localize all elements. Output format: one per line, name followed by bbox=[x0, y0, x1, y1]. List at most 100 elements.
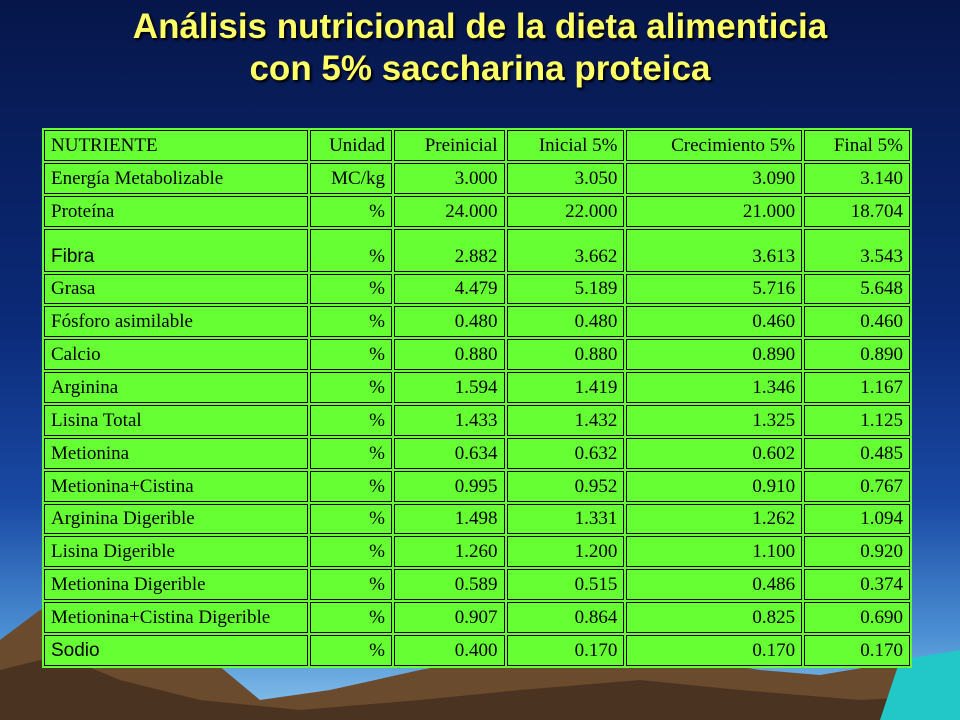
value-inicial: 3.050 bbox=[506, 162, 625, 194]
nutrient-name: Metionina Digerible bbox=[44, 569, 308, 601]
value-preinicial: 1.498 bbox=[394, 503, 505, 535]
nutrition-table-container: NUTRIENTE Unidad Preinicial Inicial 5% C… bbox=[42, 128, 912, 668]
table-row: Arginina% 1.594 1.419 1.346 1.167 bbox=[44, 372, 910, 404]
value-preinicial: 0.880 bbox=[394, 339, 505, 371]
nutrient-name: Lisina Total bbox=[44, 405, 308, 436]
unit-cell: % bbox=[310, 602, 392, 634]
value-crecimiento: 3.090 bbox=[626, 162, 803, 194]
value-crecimiento: 1.262 bbox=[626, 503, 803, 535]
nutrient-name: Calcio bbox=[44, 339, 308, 371]
value-final: 0.920 bbox=[804, 536, 910, 568]
table-row: Sodio% 0.400 0.170 0.170 0.170 bbox=[44, 635, 910, 666]
header-unidad: Unidad bbox=[310, 130, 392, 161]
value-final: 0.690 bbox=[804, 602, 910, 634]
value-inicial: 3.662 bbox=[506, 228, 625, 272]
nutrient-name: Energía Metabolizable bbox=[44, 162, 308, 194]
value-final: 1.167 bbox=[804, 372, 910, 404]
value-inicial: 0.880 bbox=[506, 339, 625, 371]
value-preinicial: 1.594 bbox=[394, 372, 505, 404]
table-row: Fósforo asimilable% 0.480 0.480 0.460 0.460 bbox=[44, 306, 910, 338]
unit-cell: % bbox=[310, 273, 392, 305]
unit-cell: % bbox=[310, 470, 392, 502]
title-line-1: Análisis nutricional de la dieta aliment… bbox=[132, 7, 828, 46]
value-crecimiento: 1.346 bbox=[626, 372, 803, 404]
value-inicial: 1.432 bbox=[506, 405, 625, 436]
value-preinicial: 1.260 bbox=[394, 536, 505, 568]
nutrient-name: Fósforo asimilable bbox=[44, 306, 308, 338]
value-final: 18.704 bbox=[804, 195, 910, 227]
value-crecimiento: 0.170 bbox=[626, 635, 803, 666]
unit-cell: % bbox=[310, 569, 392, 601]
table-row: Lisina Digerible% 1.260 1.200 1.100 0.920 bbox=[44, 536, 910, 568]
value-final: 0.890 bbox=[804, 339, 910, 371]
header-inicial: Inicial 5% bbox=[506, 130, 625, 161]
value-inicial: 0.632 bbox=[506, 437, 625, 469]
value-final: 5.648 bbox=[804, 273, 910, 305]
unit-cell: % bbox=[310, 536, 392, 568]
header-preinicial: Preinicial bbox=[394, 130, 505, 161]
value-crecimiento: 5.716 bbox=[626, 273, 803, 305]
table-row: Energía Metabolizable MC/kg 3.000 3.050 3.09… bbox=[44, 162, 910, 194]
value-preinicial: 0.589 bbox=[394, 569, 505, 601]
value-inicial: 1.331 bbox=[506, 503, 625, 535]
value-preinicial: 24.000 bbox=[394, 195, 505, 227]
value-inicial: 1.419 bbox=[506, 372, 625, 404]
value-crecimiento: 1.325 bbox=[626, 405, 803, 436]
value-final: 0.374 bbox=[804, 569, 910, 601]
nutrient-name: Fibra bbox=[44, 228, 308, 272]
value-preinicial: 1.433 bbox=[394, 405, 505, 436]
table-row: Proteína% 24.000 22.000 21.000 18.704 bbox=[44, 195, 910, 227]
value-inicial: 0.515 bbox=[506, 569, 625, 601]
value-preinicial: 3.000 bbox=[394, 162, 505, 194]
value-preinicial: 0.634 bbox=[394, 437, 505, 469]
value-final: 0.767 bbox=[804, 470, 910, 502]
value-final: 1.125 bbox=[804, 405, 910, 436]
table-header-row: NUTRIENTE Unidad Preinicial Inicial 5% C… bbox=[44, 130, 910, 161]
value-inicial: 0.480 bbox=[506, 306, 625, 338]
value-preinicial: 0.907 bbox=[394, 602, 505, 634]
value-crecimiento: 0.890 bbox=[626, 339, 803, 371]
nutrient-name: Proteína bbox=[44, 195, 308, 227]
value-crecimiento: 0.460 bbox=[626, 306, 803, 338]
header-final: Final 5% bbox=[804, 130, 910, 161]
value-crecimiento: 0.910 bbox=[626, 470, 803, 502]
value-preinicial: 2.882 bbox=[394, 228, 505, 272]
unit-cell: % bbox=[310, 437, 392, 469]
nutrient-name: Metionina+Cistina bbox=[44, 470, 308, 502]
value-crecimiento: 0.602 bbox=[626, 437, 803, 469]
unit-cell: % bbox=[310, 195, 392, 227]
value-inicial: 0.952 bbox=[506, 470, 625, 502]
table-row: Metionina% 0.634 0.632 0.602 0.485 bbox=[44, 437, 910, 469]
value-inicial: 1.200 bbox=[506, 536, 625, 568]
value-crecimiento: 3.613 bbox=[626, 228, 803, 272]
table-row: Arginina Digerible% 1.498 1.331 1.262 1.094 bbox=[44, 503, 910, 535]
table-row: Calcio% 0.880 0.880 0.890 0.890 bbox=[44, 339, 910, 371]
nutrient-name: Sodio bbox=[44, 635, 308, 666]
value-inicial: 5.189 bbox=[506, 273, 625, 305]
header-crecimiento: Crecimiento 5% bbox=[626, 130, 803, 161]
value-crecimiento: 1.100 bbox=[626, 536, 803, 568]
nutrient-name: Arginina Digerible bbox=[44, 503, 308, 535]
unit-cell: % bbox=[310, 503, 392, 535]
value-preinicial: 0.480 bbox=[394, 306, 505, 338]
unit-cell: % bbox=[310, 306, 392, 338]
nutrient-name: Metionina+Cistina Digerible bbox=[44, 602, 308, 634]
value-preinicial: 0.995 bbox=[394, 470, 505, 502]
unit-cell: % bbox=[310, 339, 392, 371]
unit-cell: % bbox=[310, 372, 392, 404]
table-row: Grasa% 4.479 5.189 5.716 5.648 bbox=[44, 273, 910, 305]
value-inicial: 0.864 bbox=[506, 602, 625, 634]
value-final: 0.460 bbox=[804, 306, 910, 338]
value-final: 0.170 bbox=[804, 635, 910, 666]
value-preinicial: 0.400 bbox=[394, 635, 505, 666]
nutrient-name: Arginina bbox=[44, 372, 308, 404]
value-final: 0.485 bbox=[804, 437, 910, 469]
value-final: 3.140 bbox=[804, 162, 910, 194]
value-final: 1.094 bbox=[804, 503, 910, 535]
value-inicial: 0.170 bbox=[506, 635, 625, 666]
value-crecimiento: 0.825 bbox=[626, 602, 803, 634]
value-final: 3.543 bbox=[804, 228, 910, 272]
value-crecimiento: 21.000 bbox=[626, 195, 803, 227]
table-row: Metionina+Cistina% 0.995 0.952 0.910 0.767 bbox=[44, 470, 910, 502]
unit-cell: % bbox=[310, 228, 392, 272]
